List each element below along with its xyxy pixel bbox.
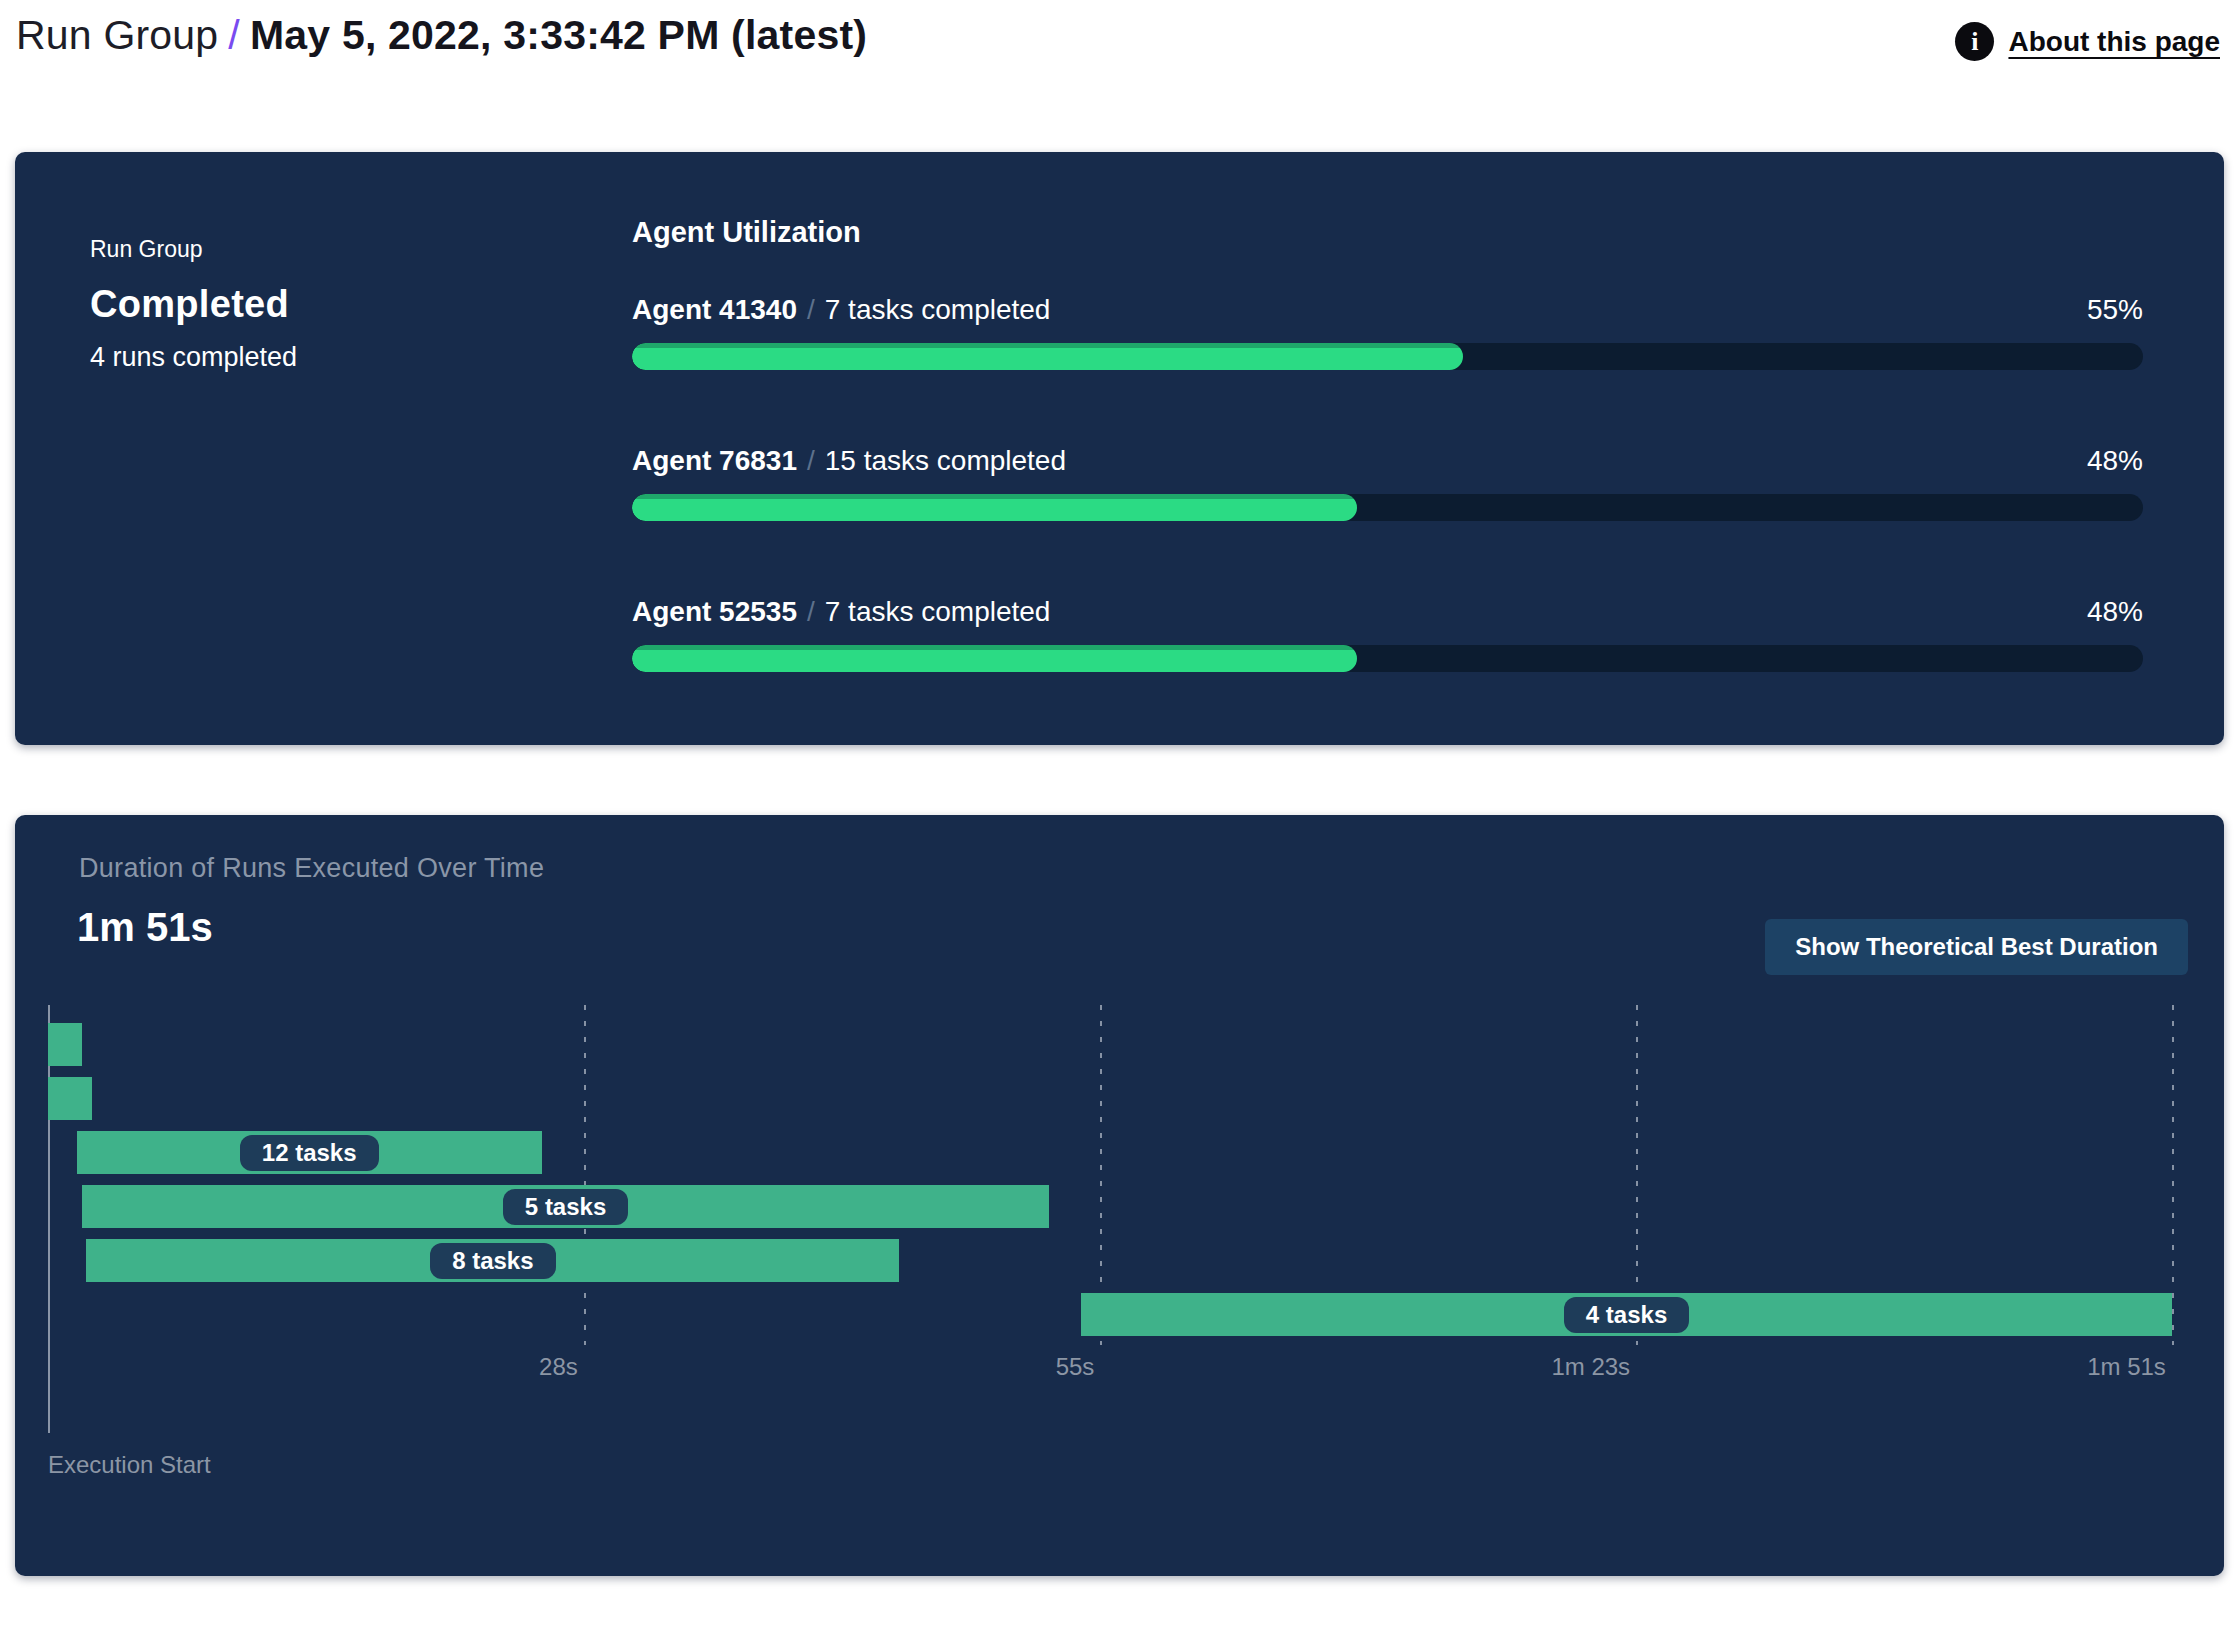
execution-start-label: Execution Start [48,1451,211,1479]
run-duration-bar[interactable]: 8 tasks [86,1239,899,1282]
gantt-row: 8 tasks [48,1239,2191,1282]
agent-utilization-row: Agent 41340/7 tasks completed 55% [632,293,2143,370]
utilization-progress-track [632,343,2143,370]
agent-tasks-completed: 7 tasks completed [825,595,1051,629]
task-count-badge: 5 tasks [503,1189,628,1225]
x-axis-tick-label: 1m 51s [2087,1353,2166,1381]
task-count-badge: 4 tasks [1564,1297,1689,1333]
total-duration-value: 1m 51s [77,905,213,950]
page-title: May 5, 2022, 3:33:42 PM (latest) [250,12,867,58]
gantt-row: 4 tasks [48,1293,2191,1336]
about-this-page[interactable]: i About this page [1955,0,2220,61]
utilization-progress-fill [632,343,1463,370]
gantt-rows: 12 tasks 5 tasks 8 tasks 4 tasks [48,1023,2191,1347]
runs-completed-text: 4 runs completed [90,342,632,373]
status-value: Completed [90,283,632,326]
agent-tasks-completed: 7 tasks completed [825,293,1051,327]
separator-slash: / [797,595,825,629]
utilization-progress-fill [632,494,1357,521]
agent-label-line: Agent 76831/15 tasks completed 48% [632,444,2143,478]
gantt-row [48,1023,2191,1066]
utilization-progress-fill [632,645,1357,672]
run-duration-bar[interactable] [48,1023,82,1066]
run-group-label: Run Group [90,236,632,263]
duration-chart-panel: Duration of Runs Executed Over Time 1m 5… [15,815,2224,1576]
run-group-status-block: Run Group Completed 4 runs completed [15,152,632,745]
agent-name: Agent 41340 [632,293,797,327]
show-theoretical-best-duration-button[interactable]: Show Theoretical Best Duration [1765,919,2188,975]
agent-utilization-section: Agent Utilization Agent 41340/7 tasks co… [632,152,2224,745]
info-icon[interactable]: i [1955,22,1994,61]
breadcrumb-separator: / [218,12,250,58]
gantt-chart: 12 tasks 5 tasks 8 tasks 4 tasks 28s 55s 1m 2… [48,1005,2191,1485]
about-link[interactable]: About this page [2008,26,2220,58]
separator-slash: / [797,293,825,327]
agent-name: Agent 76831 [632,444,797,478]
agent-label-line: Agent 52535/7 tasks completed 48% [632,595,2143,629]
gantt-row: 12 tasks [48,1131,2191,1174]
run-group-summary-panel: Run Group Completed 4 runs completed Age… [15,152,2224,745]
task-count-badge: 12 tasks [240,1135,379,1171]
agent-rows: Agent 41340/7 tasks completed55%Agent 76… [632,293,2143,672]
run-duration-bar[interactable] [48,1077,92,1120]
agent-label-line: Agent 41340/7 tasks completed 55% [632,293,2143,327]
x-axis-tick-label: 55s [1056,1353,1095,1381]
utilization-progress-track [632,645,2143,672]
page-header: Run Group/May 5, 2022, 3:33:42 PM (lates… [16,0,2220,110]
breadcrumb: Run Group/May 5, 2022, 3:33:42 PM (lates… [16,0,867,59]
agent-utilization-heading: Agent Utilization [632,216,2143,249]
gantt-row: 5 tasks [48,1185,2191,1228]
agent-utilization-row: Agent 52535/7 tasks completed 48% [632,595,2143,672]
x-axis-tick-label: 1m 23s [1551,1353,1630,1381]
breadcrumb-root[interactable]: Run Group [16,12,218,58]
agent-utilization-row: Agent 76831/15 tasks completed 48% [632,444,2143,521]
agent-utilization-percent: 48% [2087,444,2143,478]
run-duration-bar[interactable]: 12 tasks [77,1131,542,1174]
agent-name: Agent 52535 [632,595,797,629]
task-count-badge: 8 tasks [430,1243,555,1279]
agent-utilization-percent: 55% [2087,293,2143,327]
run-duration-bar[interactable]: 5 tasks [82,1185,1048,1228]
duration-chart-title: Duration of Runs Executed Over Time [79,853,544,884]
x-axis-tick-label: 28s [539,1353,578,1381]
run-duration-bar[interactable]: 4 tasks [1081,1293,2172,1336]
agent-tasks-completed: 15 tasks completed [825,444,1066,478]
utilization-progress-track [632,494,2143,521]
agent-utilization-percent: 48% [2087,595,2143,629]
separator-slash: / [797,444,825,478]
gantt-row [48,1077,2191,1120]
